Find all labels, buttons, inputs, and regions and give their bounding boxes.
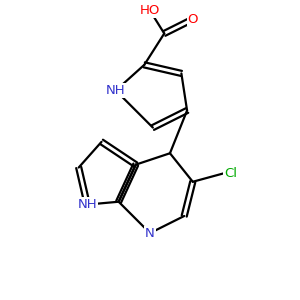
Text: NH: NH — [106, 84, 126, 97]
Text: NH: NH — [77, 198, 97, 211]
Text: Cl: Cl — [224, 167, 237, 180]
Text: O: O — [188, 13, 198, 26]
Text: HO: HO — [140, 4, 160, 17]
Text: N: N — [145, 226, 155, 240]
